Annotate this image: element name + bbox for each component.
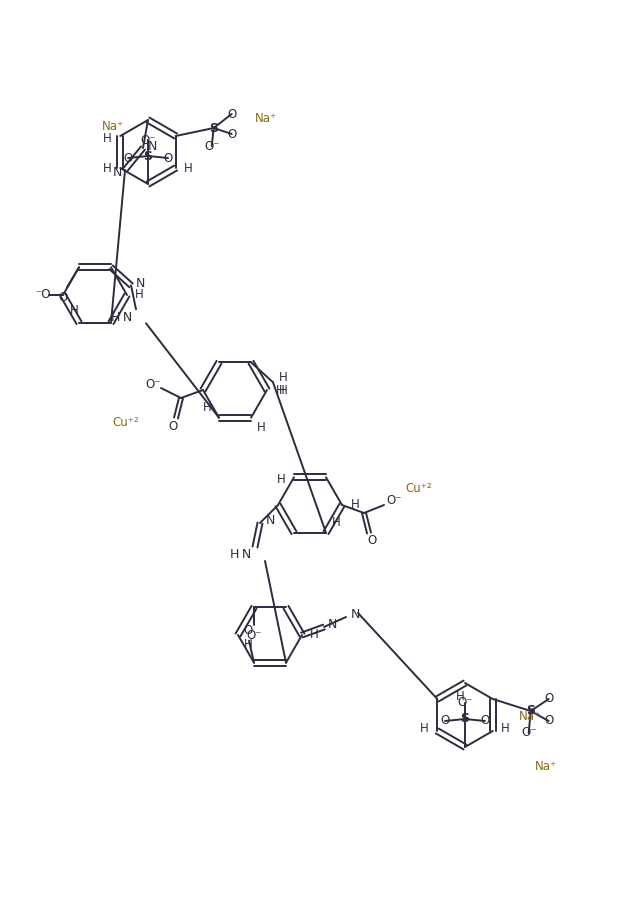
Text: O: O [440,715,449,727]
Text: H: H [202,401,211,414]
Text: H: H [69,304,79,318]
Text: O⁻: O⁻ [457,696,473,709]
Text: O: O [544,693,553,705]
Text: H: H [332,516,340,529]
Text: Cu⁺²: Cu⁺² [113,416,139,429]
Text: O: O [123,152,132,165]
Text: S: S [209,122,219,135]
Text: Na⁺: Na⁺ [254,112,277,124]
Text: S: S [461,713,469,726]
Text: O: O [163,152,173,165]
Text: H: H [275,383,284,396]
Text: O⁻: O⁻ [145,378,161,391]
Text: H: H [350,499,360,511]
Text: Na⁺: Na⁺ [519,711,541,724]
Text: O: O [544,715,553,727]
Text: H: H [456,690,464,703]
Text: Cu⁺²: Cu⁺² [405,481,432,494]
Text: O: O [227,127,236,141]
Text: N: N [136,276,145,290]
Text: H: H [279,383,287,397]
Text: N: N [147,139,157,153]
Text: H: H [103,132,111,145]
Text: O⁻: O⁻ [386,494,402,508]
Text: H: H [103,162,111,175]
Text: H: H [279,371,287,383]
Text: N: N [327,618,337,630]
Text: O⁻: O⁻ [204,139,220,153]
Text: H: H [184,162,193,175]
Text: O: O [58,291,67,304]
Text: O⁻: O⁻ [521,727,537,739]
Text: H N: H N [111,311,132,324]
Text: H: H [244,639,253,651]
Text: H: H [501,723,510,736]
Text: H: H [134,288,144,302]
Text: Na⁺: Na⁺ [102,120,124,133]
Text: Na⁺: Na⁺ [535,759,556,772]
Text: H: H [277,473,285,486]
Text: N: N [350,608,360,621]
Text: N: N [266,513,275,526]
Text: N: N [112,167,122,179]
Text: O: O [480,715,490,727]
Text: H: H [420,723,429,736]
Text: H: H [310,629,318,641]
Text: O: O [227,107,236,121]
Text: O: O [367,534,376,547]
Text: S: S [144,149,152,163]
Text: H: H [257,421,266,435]
Text: H N: H N [230,548,252,562]
Text: O: O [168,419,178,433]
Text: S: S [526,705,535,717]
Text: O⁻: O⁻ [246,629,262,641]
Text: O: O [243,624,253,637]
Text: O⁻: O⁻ [141,134,156,146]
Text: ⁻O: ⁻O [35,288,51,302]
